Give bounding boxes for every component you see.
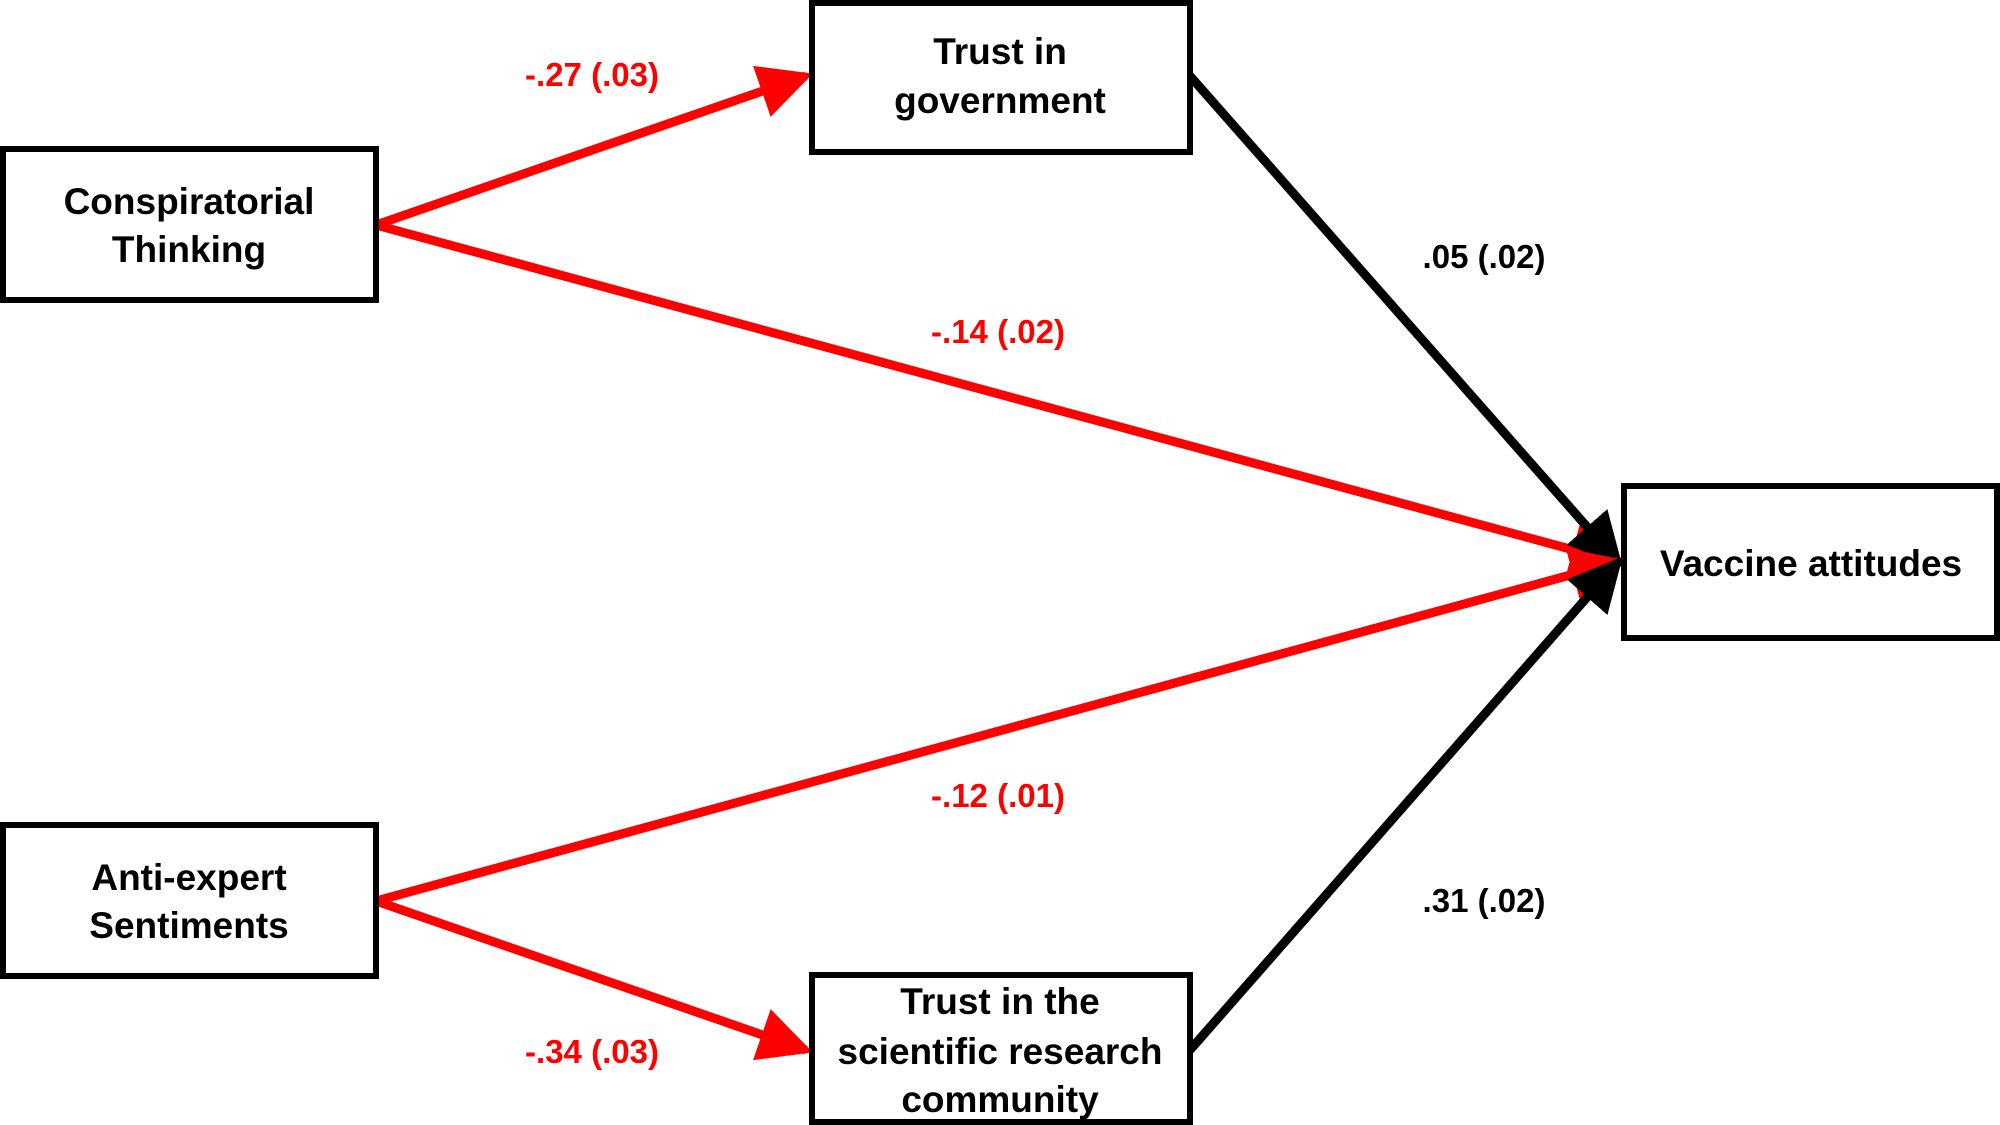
node-label: Sentiments [89, 905, 288, 946]
node-label: scientific research [838, 1031, 1163, 1072]
path-arrows [374, 65, 1625, 1061]
node-anti-expert-sentiments: Anti-expert Sentiments [0, 822, 379, 979]
node-label: Trust in [933, 31, 1067, 72]
coef-label-antiexpert-vaccine: -.12 (.01) [931, 777, 1065, 814]
coef-label-antiexpert-trust-science: -.34 (.03) [525, 1033, 659, 1070]
node-conspiratorial-thinking: Conspiratorial Thinking [0, 146, 379, 303]
node-trust-in-science: Trust in the scientific research communi… [809, 972, 1193, 1125]
coef-label-trust-government-vaccine: .05 (.02) [1423, 238, 1546, 275]
coefficient-labels: -.27 (.03) -.14 (.02) .05 (.02) -.12 (.0… [525, 56, 1545, 1070]
coef-label-conspiratorial-trust-government: -.27 (.03) [525, 56, 659, 93]
arrow-trust-government-to-vaccine [1186, 73, 1623, 568]
node-label: Anti-expert [91, 857, 286, 898]
node-label: Vaccine attitudes [1660, 543, 1962, 584]
node-label: government [894, 80, 1106, 121]
arrow-conspiratorial-to-vaccine [374, 220, 1625, 576]
coef-label-conspiratorial-vaccine: -.14 (.02) [931, 313, 1065, 350]
node-trust-in-government: Trust in government [809, 0, 1193, 155]
node-vaccine-attitudes: Vaccine attitudes [1621, 483, 2000, 641]
arrow-antiexpert-to-vaccine [374, 548, 1625, 906]
arrow-antiexpert-to-trust-science [374, 896, 813, 1061]
arrow-conspiratorial-to-trust-government [374, 65, 813, 230]
node-label: Trust in the [900, 981, 1099, 1022]
node-label: Thinking [112, 229, 266, 270]
arrow-trust-science-to-vaccine [1186, 556, 1623, 1053]
node-label: Conspiratorial [64, 181, 315, 222]
coef-label-trust-science-vaccine: .31 (.02) [1423, 882, 1546, 919]
node-label: community [901, 1079, 1099, 1120]
